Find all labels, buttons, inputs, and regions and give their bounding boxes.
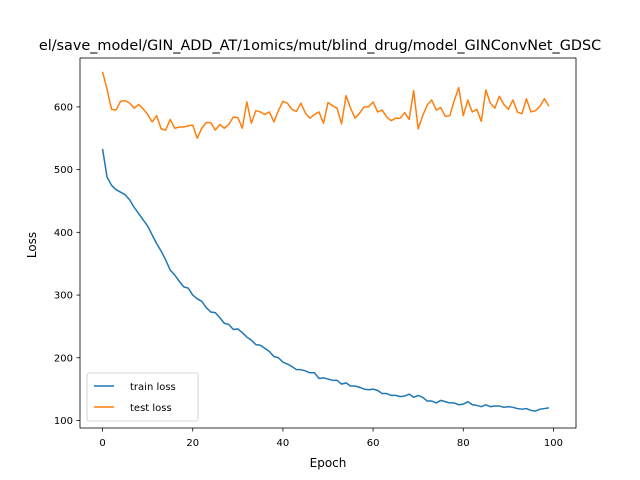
legend-label-0: train loss [130, 382, 176, 393]
y-tick-label: 400 [54, 228, 73, 239]
legend-box [86, 372, 199, 422]
legend-label-1: test loss [130, 403, 172, 414]
x-axis-label: Epoch [310, 456, 347, 470]
y-tick-label: 100 [54, 416, 73, 427]
y-tick-label: 200 [54, 353, 73, 364]
series-line-0 [101, 148, 550, 412]
plot-area [101, 71, 550, 412]
x-tick-label: 60 [367, 438, 380, 449]
plot-frame [79, 57, 577, 429]
y-axis-label: Loss [25, 232, 39, 258]
series-line-1 [101, 71, 550, 140]
axes: 0 20 40 60 80 100 100 200 300 400 500 600 [54, 57, 577, 449]
x-tick-label: 80 [457, 438, 470, 449]
y-tick-label: 600 [54, 103, 73, 114]
chart-title: el/save_model/GIN_ADD_AT/1omics/mut/blin… [39, 38, 601, 54]
legend: train loss test loss [86, 372, 199, 422]
x-tick-label: 20 [186, 438, 199, 449]
y-tick-label: 300 [54, 291, 73, 302]
y-tick-label: 500 [54, 165, 73, 176]
x-tick-label: 40 [277, 438, 290, 449]
x-tick-label: 100 [544, 438, 563, 449]
x-tick-label: 0 [99, 438, 105, 449]
